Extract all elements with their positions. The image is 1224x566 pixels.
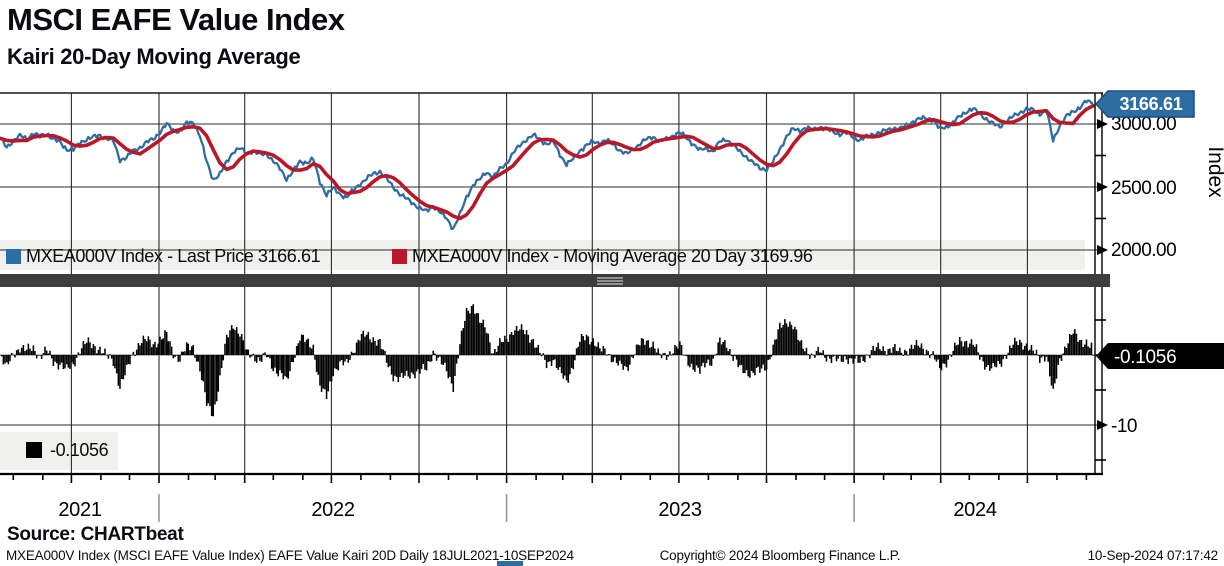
legend-price-label: MXEA000V Index - Last Price 3166.61: [26, 246, 321, 266]
legend-ma-label: MXEA000V Index - Moving Average 20 Day 3…: [412, 246, 813, 266]
price-tick-2500: 2500.00: [1111, 178, 1176, 199]
ma-series-swatch-icon: [392, 249, 407, 264]
year-label-2024: 2024: [953, 499, 996, 521]
kairi-series-swatch-icon: [26, 442, 42, 458]
data-series: [0, 99, 1095, 417]
page-title: MSCI EAFE Value Index: [7, 2, 345, 37]
footer-description: MXEA000V Index (MSCI EAFE Value Index) E…: [6, 548, 574, 563]
price-badge: [1094, 90, 1195, 118]
top-legend-bg: [0, 240, 1085, 270]
footer-copyright: Copyright© 2024 Bloomberg Finance L.P.: [659, 548, 901, 563]
kairi-badge: [1096, 343, 1224, 369]
legend-item-ma: MXEA000V Index - Moving Average 20 Day 3…: [392, 246, 813, 267]
year-label-2021: 2021: [58, 499, 101, 521]
year-label-2023: 2023: [658, 499, 701, 521]
footer-timestamp: 10-Sep-2024 07:17:42: [1087, 548, 1219, 563]
page-subtitle: Kairi 20-Day Moving Average: [7, 44, 301, 69]
legend-item-price: MXEA000V Index - Last Price 3166.61: [6, 246, 321, 267]
bottom-legend-bg: [0, 432, 118, 470]
kairi-tick-minus10: -10: [1111, 416, 1137, 437]
legend-kairi-label: -0.1056: [50, 440, 109, 460]
right-axis-title: Index: [1204, 146, 1224, 198]
bottom-blue-strip: [497, 561, 523, 566]
kairi-panel-plot-area[interactable]: [0, 287, 1095, 474]
axis-ticks: [12, 119, 1108, 522]
year-label-2022: 2022: [311, 499, 354, 521]
kairi-badge-value: -0.1056: [1114, 347, 1176, 368]
year-labels: 2021 2022 2023 2024: [58, 499, 997, 521]
panel-separator: [0, 274, 1110, 287]
price-series-swatch-icon: [6, 249, 21, 264]
source-label: Source: CHARTbeat: [7, 524, 184, 545]
price-tick-2000: 2000.00: [1111, 240, 1176, 261]
legend-item-kairi: -0.1056: [26, 440, 109, 461]
price-tick-3000: 3000.00: [1111, 114, 1176, 135]
price-badge-value: 3166.61: [1120, 94, 1183, 114]
separator-drag-handle[interactable]: [597, 277, 623, 285]
